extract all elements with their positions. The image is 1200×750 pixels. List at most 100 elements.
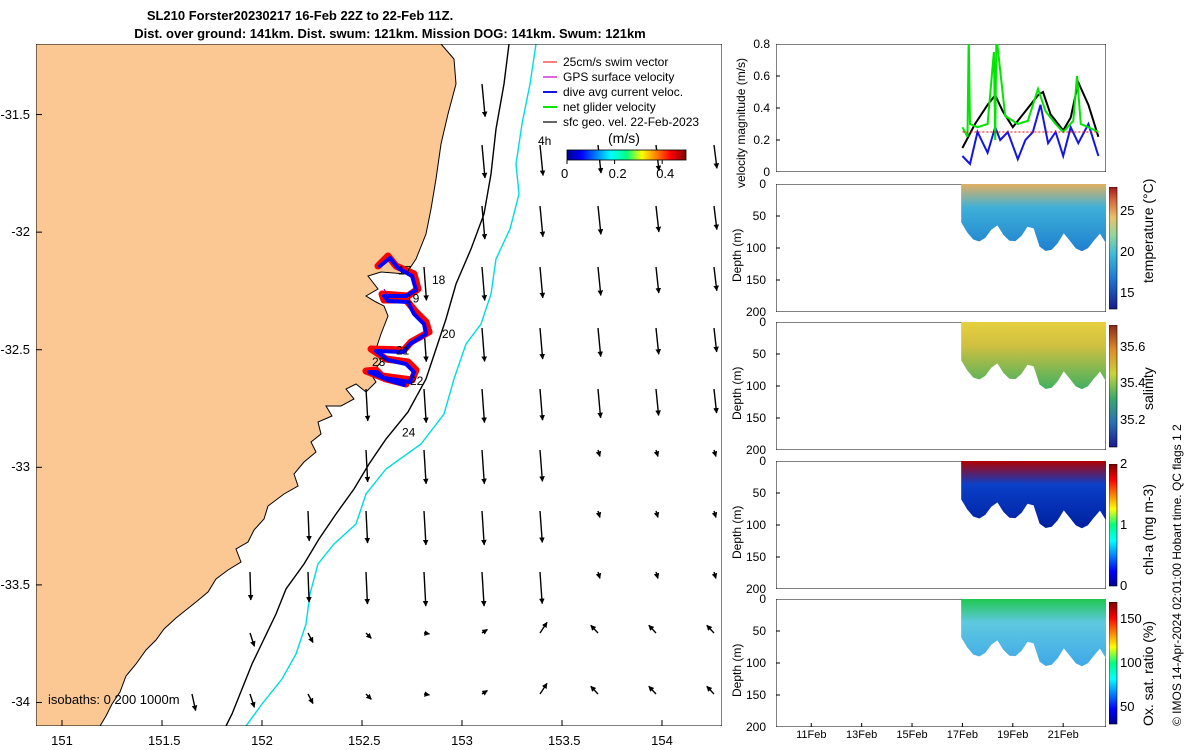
isobath-label: isobaths: 0 200 1000m: [48, 692, 180, 707]
map-ytick-label: -34: [11, 694, 30, 710]
colorbar-tick-label: 35.4: [1120, 375, 1146, 391]
section-ytick-label: 150: [745, 550, 766, 564]
current-arrow: [364, 449, 371, 483]
current-arrow: [713, 327, 719, 353]
current-arrow: [481, 266, 488, 301]
current-arrow: [595, 449, 602, 457]
current-arrow: [711, 571, 718, 579]
velocity-series: [961, 44, 1099, 141]
section-xtick-label: 11Feb: [796, 729, 827, 741]
section-xtick-label: 13Feb: [846, 729, 878, 741]
map-xtick-label: 152.5: [348, 733, 381, 748]
day-label: 24: [402, 426, 416, 440]
chlorophyll-panel: [776, 461, 1106, 589]
current-arrow: [655, 266, 662, 294]
current-arrow: [539, 205, 546, 238]
vel-ytick-label: 0.6: [753, 69, 770, 83]
section-ytick-label: 0: [759, 592, 766, 606]
current-arrow: [597, 327, 604, 358]
legend-dive-avg: dive avg current veloc.: [563, 85, 683, 99]
current-arrow: [423, 388, 429, 424]
current-arrow: [249, 632, 256, 647]
section-colorbar: [1109, 325, 1118, 448]
current-arrow: [539, 144, 546, 177]
colorbar-tick-label: 150: [1120, 611, 1142, 627]
colorbar-tick-label: 0.4: [656, 166, 674, 181]
section-data: [961, 461, 1106, 529]
current-arrow: [713, 266, 719, 292]
colorbar-tick-label: 0.2: [609, 166, 627, 181]
map-xtick-label: 153.5: [548, 733, 581, 748]
day-label: 20: [442, 327, 456, 341]
section-ytick-label: 50: [752, 347, 766, 361]
current-arrow: [307, 693, 314, 705]
current-arrow: [423, 630, 431, 636]
current-arrow: [655, 388, 661, 416]
current-arrow: [713, 388, 719, 414]
map-ytick-label: -33: [11, 459, 30, 475]
colorbar-tick-label: 20: [1120, 244, 1135, 260]
section-xtick-label: 17Feb: [946, 729, 978, 741]
current-arrow: [539, 449, 545, 482]
colorbar-tick-label: 35.2: [1120, 411, 1146, 427]
current-arrow: [648, 624, 657, 634]
section-ytick-label: 150: [745, 688, 766, 702]
current-arrow: [364, 510, 371, 544]
chl-cb-label: chl-a (mg m-3): [1140, 483, 1156, 575]
current-arrow: [481, 144, 488, 179]
map-ytick-label: -32: [11, 224, 30, 240]
day-label: 18: [432, 273, 446, 287]
isobath-1000m: [245, 44, 537, 726]
track-map: 17 18 19 20 21 22 23 24 4h isobaths: 0 200 1000m…: [36, 44, 722, 726]
section-ytick-label: 100: [745, 379, 766, 393]
current-arrow: [481, 510, 487, 546]
section-ytick-label: 100: [745, 656, 766, 670]
colorbar-tick-label: 25: [1120, 203, 1135, 219]
colorbar-tick-label: 0: [561, 166, 568, 181]
colorbar-tick-label: 1: [1120, 517, 1128, 532]
map-subtitle: Dist. over ground: 141km. Dist. swum: 12…: [134, 26, 646, 41]
section-ytick-label: 50: [752, 209, 766, 223]
current-arrow: [365, 632, 372, 639]
vel-ytick-label: 0.4: [753, 101, 770, 115]
current-arrow: [590, 685, 599, 695]
section-ytick-label: 50: [752, 624, 766, 638]
current-arrow: [539, 327, 546, 360]
legend-swim-vector: 25cm/s swim vector: [563, 55, 668, 69]
current-arrow: [247, 571, 254, 601]
current-arrow: [713, 205, 720, 231]
vel-ytick-label: 0.8: [753, 37, 770, 51]
current-arrow: [597, 388, 603, 419]
map-xtick-label: 152: [251, 733, 273, 748]
current-arrow: [365, 693, 372, 700]
current-arrow: [422, 571, 429, 607]
legend-net-velocity: net glider velocity: [563, 100, 656, 114]
colorbar-tick-label: 2: [1120, 456, 1128, 471]
current-arrow: [597, 266, 604, 297]
section-ytick-label: 100: [745, 518, 766, 532]
section-xtick-label: 15Feb: [896, 729, 928, 741]
current-arrow: [655, 205, 662, 233]
section-ytick-label: 150: [745, 273, 766, 287]
temp-cb-label: temperature (°C): [1140, 178, 1156, 283]
current-arrow: [706, 685, 715, 695]
vel-ytick-label: 0.2: [753, 133, 770, 147]
map-title: SL210 Forster20230217 16-Feb 22Z to 22-F…: [146, 8, 454, 23]
oxygen-panel: [776, 599, 1106, 727]
legend-gps-velocity: GPS surface velocity: [563, 70, 674, 84]
colorbar-unit: (m/s): [608, 130, 640, 146]
current-arrow: [481, 388, 487, 424]
colorbar-tick-label: 50: [1120, 698, 1135, 714]
current-arrow: [653, 510, 660, 518]
day-label: 21: [396, 343, 410, 357]
day-label: 19: [406, 292, 420, 306]
velocity-panel: [776, 44, 1106, 172]
current-arrow: [306, 571, 312, 603]
section-xtick-label: 21Feb: [1047, 729, 1079, 741]
colorbar-tick-label: 35.6: [1120, 338, 1146, 354]
current-arrow: [713, 144, 720, 169]
map-ytick-label: -32.5: [0, 341, 30, 357]
isobath-200m: [225, 44, 510, 726]
section-colorbar: [1109, 464, 1118, 587]
credit-text: © IMOS 14-Apr-2024 02:01:00 Hobart time.…: [1170, 424, 1184, 726]
